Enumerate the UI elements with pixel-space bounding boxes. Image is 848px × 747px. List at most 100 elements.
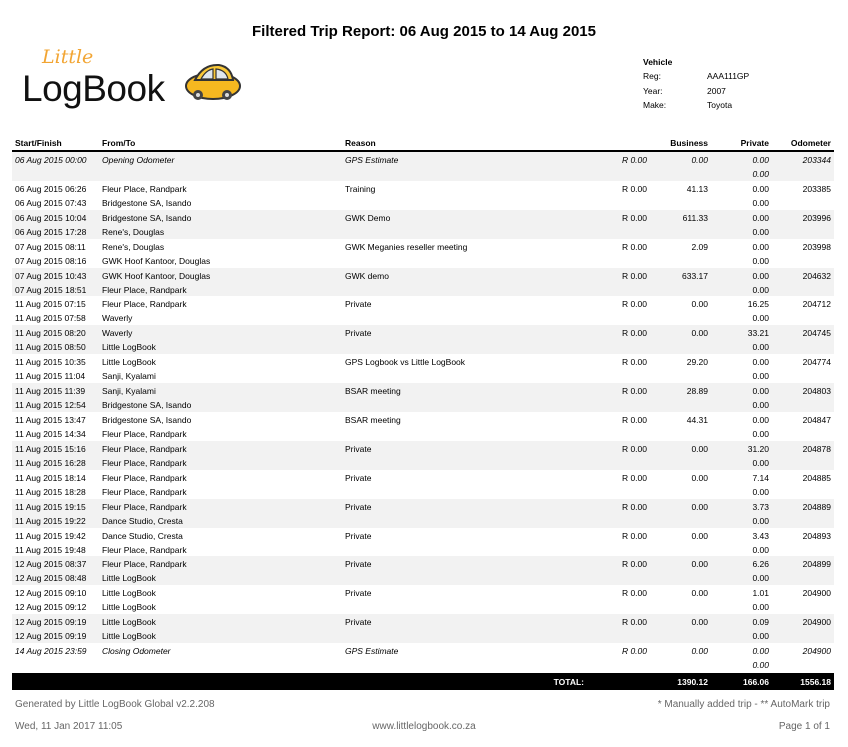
odometer-reading: 204899 xyxy=(802,559,831,570)
business-distance: 0.00 xyxy=(691,559,708,570)
finish-time: 11 Aug 2015 07:58 xyxy=(15,313,86,324)
business-distance: 2.09 xyxy=(691,241,708,252)
business-distance: 0.00 xyxy=(691,472,708,483)
start-time: 12 Aug 2015 09:19 xyxy=(15,617,87,628)
table-row: 11 Aug 2015 08:20 11 Aug 2015 08:50 Waverl… xyxy=(12,325,834,355)
reason: GWK Meganies reseller meeting xyxy=(345,241,468,252)
col-business: Business xyxy=(670,138,708,148)
business-distance: 633.17 xyxy=(682,270,708,281)
website-link[interactable]: www.littlelogbook.co.za xyxy=(372,721,476,732)
private-distance-2: 0.00 xyxy=(752,342,769,353)
business-distance: 44.31 xyxy=(686,415,708,426)
reason: BSAR meeting xyxy=(345,386,401,397)
make-label: Make: xyxy=(643,100,667,110)
finish-time: 06 Aug 2015 17:28 xyxy=(15,226,87,237)
reason: Private xyxy=(345,588,372,599)
reason: GPS Logbook vs Little LogBook xyxy=(345,357,466,368)
private-distance-2: 0.00 xyxy=(752,226,769,237)
reg-label: Reg: xyxy=(643,71,661,81)
private-distance-2: 0.00 xyxy=(752,515,769,526)
reason: BSAR meeting xyxy=(345,415,401,426)
cost: R 0.00 xyxy=(621,588,647,599)
to-location: Waverly xyxy=(102,313,133,324)
reason: Private xyxy=(345,530,372,541)
start-time: 11 Aug 2015 18:14 xyxy=(15,472,86,483)
private-distance: 6.26 xyxy=(752,559,769,570)
report-title: Filtered Trip Report: 06 Aug 2015 to 14 … xyxy=(252,23,596,40)
start-time: 06 Aug 2015 00:00 xyxy=(15,155,87,165)
start-time: 14 Aug 2015 23:59 xyxy=(15,646,87,657)
odometer-reading: 204774 xyxy=(802,357,831,368)
private-distance: 0.00 xyxy=(752,357,769,368)
logo-logbook-text: LogBook xyxy=(22,68,165,109)
odometer-reading: 204745 xyxy=(802,328,831,339)
business-distance: 0.00 xyxy=(691,501,708,512)
reason: Private xyxy=(345,617,372,628)
cost: R 0.00 xyxy=(621,559,647,570)
start-time: 11 Aug 2015 13:47 xyxy=(15,415,86,426)
business-distance: 29.20 xyxy=(686,357,708,368)
finish-time: 11 Aug 2015 18:28 xyxy=(15,486,86,497)
reason: Private xyxy=(345,443,372,454)
private-distance-2: 0.00 xyxy=(752,284,769,295)
odometer-reading: 204900 xyxy=(802,646,831,657)
to-location: Little LogBook xyxy=(102,602,156,613)
private-distance: 0.00 xyxy=(752,183,769,194)
private-distance: 0.00 xyxy=(752,241,769,252)
table-row: 07 Aug 2015 10:43 07 Aug 2015 18:51 GWK Ho… xyxy=(12,267,834,297)
private-distance: 3.73 xyxy=(752,501,769,512)
table-row: 06 Aug 2015 06:26 06 Aug 2015 07:43 Fleur … xyxy=(12,181,834,210)
private-distance-2: 0.00 xyxy=(752,313,769,324)
business-distance: 0.00 xyxy=(691,443,708,454)
table-row: 06 Aug 2015 00:00 Opening Odometer GPS Est… xyxy=(12,152,834,181)
to-location: Fleur Place, Randpark xyxy=(102,429,187,440)
from-location: Waverly xyxy=(102,328,133,339)
private-distance-2: 0.00 xyxy=(752,486,769,497)
col-from-to: From/To xyxy=(102,138,136,148)
reason: GWK Demo xyxy=(345,212,391,223)
table-header: Start/Finish From/To Reason Business Pri… xyxy=(12,138,834,152)
table-row: 11 Aug 2015 10:35 11 Aug 2015 11:04 Little… xyxy=(12,354,834,383)
odometer-reading: 203344 xyxy=(802,155,831,165)
from-location: Fleur Place, Randpark xyxy=(102,501,187,512)
private-distance: 0.00 xyxy=(752,270,769,281)
generated-by: Generated by Little LogBook Global v2.2.… xyxy=(15,699,215,710)
from-location: Closing Odometer xyxy=(102,646,171,657)
odometer-reading: 204885 xyxy=(802,472,831,483)
to-location: Fleur Place, Randpark xyxy=(102,284,187,295)
private-distance: 0.00 xyxy=(752,386,769,397)
reason: GPS Estimate xyxy=(345,155,399,165)
cost: R 0.00 xyxy=(621,328,647,339)
year-value: 2007 xyxy=(707,85,726,96)
private-distance-2: 0.00 xyxy=(752,169,769,179)
year-label: Year: xyxy=(643,85,663,96)
finish-time: 11 Aug 2015 14:34 xyxy=(15,429,86,440)
to-location: Fleur Place, Randpark xyxy=(102,457,187,468)
total-label: TOTAL: xyxy=(553,677,584,687)
start-time: 11 Aug 2015 07:15 xyxy=(15,299,86,310)
start-time: 07 Aug 2015 10:43 xyxy=(15,270,87,281)
cost: R 0.00 xyxy=(621,270,647,281)
to-location: GWK Hoof Kantoor, Douglas xyxy=(102,255,211,266)
private-distance-2: 0.00 xyxy=(752,573,769,584)
odometer-reading: 204893 xyxy=(802,530,831,541)
start-time: 12 Aug 2015 09:10 xyxy=(15,588,87,599)
private-distance-2: 0.00 xyxy=(752,660,769,671)
from-location: Little LogBook xyxy=(102,357,156,368)
reason: Private xyxy=(345,472,372,483)
private-distance-2: 0.00 xyxy=(752,371,769,382)
make-value: Toyota xyxy=(707,100,733,110)
start-time: 06 Aug 2015 10:04 xyxy=(15,212,87,223)
to-location: Bridgestone SA, Isando xyxy=(102,400,192,411)
reason: GWK demo xyxy=(345,270,389,281)
cost: R 0.00 xyxy=(621,617,647,628)
cost: R 0.00 xyxy=(621,386,647,397)
report-date: Wed, 11 Jan 2017 11:05 xyxy=(15,721,123,732)
trip-table-body: 06 Aug 2015 00:00 Opening Odometer GPS Est… xyxy=(12,152,834,672)
start-time: 07 Aug 2015 08:11 xyxy=(15,241,86,252)
start-time: 06 Aug 2015 06:26 xyxy=(15,183,87,194)
to-location: Rene's, Douglas xyxy=(102,226,165,237)
table-row: 11 Aug 2015 15:16 11 Aug 2015 16:28 Fleur … xyxy=(12,440,834,470)
table-row: 11 Aug 2015 18:14 11 Aug 2015 18:28 Fleur … xyxy=(12,470,834,499)
from-location: Fleur Place, Randpark xyxy=(102,299,187,310)
